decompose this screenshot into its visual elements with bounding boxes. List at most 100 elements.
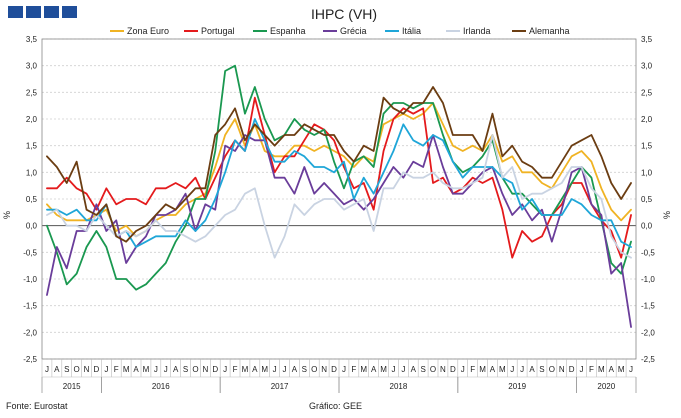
series-line-portugal — [46, 96, 632, 259]
x-tick-label: D — [331, 365, 337, 374]
x-tick-label: N — [202, 365, 208, 374]
x-tick-label: J — [154, 365, 158, 374]
logo-block — [62, 6, 77, 18]
x-tick-label: D — [212, 365, 218, 374]
x-tick-label: J — [401, 365, 405, 374]
year-label: 2016 — [152, 382, 170, 391]
series-line-espanha — [46, 64, 632, 291]
y-tick-label-left: 0,0 — [26, 222, 38, 231]
x-tick-label: J — [164, 365, 168, 374]
year-label: 2015 — [63, 382, 81, 391]
series-line-gr-cia — [46, 134, 632, 328]
y-tick-label-right: 1,0 — [641, 168, 653, 177]
y-tick-label-right: 0,5 — [641, 195, 653, 204]
x-tick-label: J — [510, 365, 514, 374]
axes: -2,5 -2,5 -2,0 -2,0 -1,5 -1,5 -1,0 -1,0 -0,5 -0,5… — [23, 35, 655, 393]
x-tick-label: D — [94, 365, 100, 374]
y-tick-label-right: 1,5 — [641, 142, 653, 151]
y-tick-label-left: -2,0 — [23, 328, 37, 337]
x-tick-label: O — [549, 365, 555, 374]
x-tick-label: J — [391, 365, 395, 374]
y-tick-label-right: 2,5 — [641, 88, 653, 97]
x-tick-label: A — [252, 365, 258, 374]
x-tick-label: J — [342, 365, 346, 374]
x-tick-label: F — [114, 365, 119, 374]
x-tick-label: J — [629, 365, 633, 374]
y-tick-label-right: -2,5 — [641, 355, 655, 364]
x-tick-label: M — [479, 365, 486, 374]
x-tick-label: O — [430, 365, 436, 374]
x-tick-label: J — [520, 365, 524, 374]
x-tick-label: A — [490, 365, 496, 374]
x-tick-label: D — [569, 365, 575, 374]
year-label: 2019 — [508, 382, 526, 391]
legend-label: Grécia — [340, 26, 367, 36]
x-tick-label: A — [173, 365, 179, 374]
x-tick-label: N — [321, 365, 327, 374]
legend-label: Espanha — [270, 26, 306, 36]
x-tick-label: J — [580, 365, 584, 374]
x-tick-label: M — [618, 365, 625, 374]
y-tick-label-right: 3,0 — [641, 62, 653, 71]
x-tick-label: J — [273, 365, 277, 374]
x-tick-label: J — [461, 365, 465, 374]
y-tick-label-right: 3,5 — [641, 35, 653, 44]
x-tick-label: M — [380, 365, 387, 374]
year-label: 2018 — [390, 382, 408, 391]
x-tick-label: J — [283, 365, 287, 374]
y-tick-label-left: 1,5 — [26, 142, 38, 151]
x-tick-label: M — [143, 365, 150, 374]
x-tick-label: F — [233, 365, 238, 374]
x-tick-label: J — [104, 365, 108, 374]
x-tick-label: N — [84, 365, 90, 374]
y-tick-label-left: 2,0 — [26, 115, 38, 124]
series-line-it-lia — [46, 118, 632, 248]
chart-title: IHPC (VH) — [311, 6, 377, 22]
year-label: 2017 — [271, 382, 289, 391]
x-tick-label: M — [499, 365, 506, 374]
legend-label: Zona Euro — [127, 26, 169, 36]
legend: Zona Euro Portugal Espanha Grécia Itália Irla… — [110, 26, 570, 36]
x-tick-label: O — [74, 365, 80, 374]
y-tick-label-left: 1,0 — [26, 168, 38, 177]
y-tick-label-right: -1,5 — [641, 302, 655, 311]
y-tick-label-left: 3,5 — [26, 35, 38, 44]
x-tick-label: M — [360, 365, 367, 374]
x-tick-label: A — [411, 365, 417, 374]
y-tick-label-right: -2,0 — [641, 328, 655, 337]
chart-credit: Gráfico: GEE — [309, 401, 363, 411]
y-axis-label-left: % — [2, 211, 12, 219]
legend-label: Alemanha — [529, 26, 570, 36]
x-tick-label: S — [183, 365, 188, 374]
x-tick-label: F — [351, 365, 356, 374]
y-tick-label-right: -1,0 — [641, 275, 655, 284]
source-note: Fonte: Eurostat — [6, 401, 68, 411]
x-tick-label: S — [420, 365, 425, 374]
series-line-irlanda — [46, 134, 632, 259]
y-tick-label-left: 3,0 — [26, 62, 38, 71]
gee-logo — [8, 6, 77, 18]
y-axis-label-right: % — [662, 211, 672, 219]
x-tick-label: M — [261, 365, 268, 374]
logo-block — [26, 6, 41, 18]
y-tick-label-right: -0,5 — [641, 248, 655, 257]
x-tick-label: O — [311, 365, 317, 374]
x-tick-label: D — [450, 365, 456, 374]
logo-block — [44, 6, 59, 18]
series-line-alemanha — [46, 86, 632, 243]
y-tick-label-right: 2,0 — [641, 115, 653, 124]
x-tick-label: A — [292, 365, 298, 374]
x-tick-label: O — [192, 365, 198, 374]
x-tick-label: A — [371, 365, 377, 374]
x-tick-label: F — [470, 365, 475, 374]
x-tick-label: S — [302, 365, 307, 374]
series-lines — [46, 64, 632, 328]
y-tick-label-left: -0,5 — [23, 248, 37, 257]
x-tick-label: A — [529, 365, 535, 374]
legend-label: Irlanda — [463, 26, 491, 36]
x-tick-label: A — [133, 365, 139, 374]
x-tick-label: S — [64, 365, 69, 374]
x-tick-label: N — [559, 365, 565, 374]
y-tick-label-left: -1,5 — [23, 302, 37, 311]
